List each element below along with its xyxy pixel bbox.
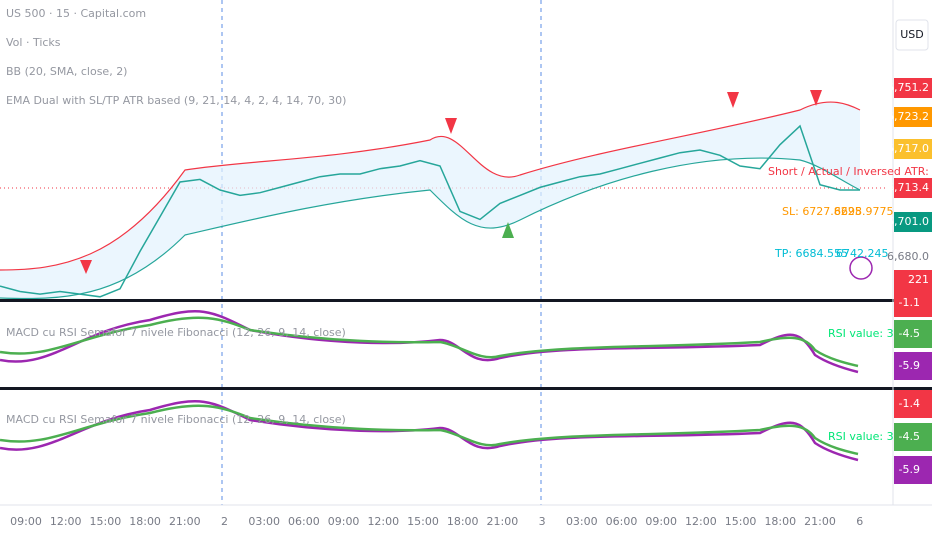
price-label-box [894, 178, 932, 198]
price-label: 6,723.2 [887, 110, 929, 123]
price-label-box [894, 78, 932, 98]
time-label: 12:00 [367, 515, 399, 528]
pane-label-box [894, 289, 932, 317]
indicator: EMA Dual with SL/TP ATR based (9, 21, 14… [6, 94, 346, 107]
pane-label: -4.5 [899, 430, 920, 443]
price-label: 6,680.0 [887, 250, 929, 263]
pane-label-box [894, 390, 932, 418]
price-label-box [894, 270, 932, 290]
sell-marker [810, 90, 822, 106]
rsi-label: RSI value: 35.3 [828, 430, 911, 443]
time-label: 18:00 [764, 515, 796, 528]
sell-marker [727, 92, 739, 108]
time-label: 03:00 [566, 515, 598, 528]
pane-title: MACD cu RSI Semafor 7 nivele Fibonacci (… [6, 413, 346, 426]
price-label-box [894, 212, 932, 232]
price-label: 6,713.4 [887, 181, 929, 194]
time-label: 3 [539, 515, 546, 528]
bb-lower [0, 157, 861, 300]
pane-label: -1.4 [899, 397, 920, 410]
time-label: 06:00 [288, 515, 320, 528]
pane-separator [0, 299, 932, 302]
time-label: 03:00 [248, 515, 280, 528]
pane-label: -5.9 [899, 463, 920, 476]
price-label: 6,751.2 [887, 81, 929, 94]
signal-line [0, 316, 859, 368]
pane-label-box [894, 320, 932, 348]
time-label: 18:00 [129, 515, 161, 528]
macd-line [0, 400, 859, 462]
pane-label-box [894, 352, 932, 380]
macd-line [0, 310, 859, 374]
signal-line [0, 404, 859, 456]
sell-marker [80, 260, 92, 274]
price-label: 221 [908, 273, 929, 286]
currency-button[interactable] [895, 19, 929, 51]
sell-marker [445, 118, 457, 134]
rsi-label: RSI value: 35.3 [828, 327, 911, 340]
symbol: US 500 · 15 · Capital.com [6, 7, 146, 20]
price-line [0, 124, 860, 298]
price-label: 6,701.0 [887, 215, 929, 228]
pane-label: -4.5 [899, 327, 920, 340]
pane-separator [0, 387, 932, 390]
time-label: 18:00 [447, 515, 479, 528]
time-label: 2 [221, 515, 228, 528]
tp-inv-label: 6742.245 [836, 247, 889, 260]
price-label-box [894, 247, 932, 267]
bb-band [0, 102, 860, 299]
atr-label: Short / Actual / Inversed ATR: 7 [768, 165, 932, 178]
bb-upper [0, 101, 861, 271]
time-label: 21:00 [804, 515, 836, 528]
sl-label: SL: 6727.8225 [782, 205, 862, 218]
tp-label: TP: 6684.555 [774, 247, 848, 260]
time-label: 6 [856, 515, 863, 528]
time-label: 15:00 [90, 515, 122, 528]
time-label: 21:00 [169, 515, 201, 528]
pane-label-box [894, 423, 932, 451]
price-label-box [894, 107, 932, 127]
time-label: 06:00 [606, 515, 638, 528]
price-label-box [894, 139, 932, 159]
pane-label: -5.9 [899, 359, 920, 372]
pane-label-box [894, 456, 932, 484]
pane-label: -1.1 [899, 296, 920, 309]
time-label: 12:00 [50, 515, 82, 528]
time-label: 15:00 [725, 515, 757, 528]
time-label: 09:00 [10, 515, 42, 528]
time-label: 21:00 [487, 515, 519, 528]
currency[interactable]: USD [900, 28, 924, 41]
buy-marker [502, 222, 514, 238]
time-label: 09:00 [328, 515, 360, 528]
indicator: Vol · Ticks [6, 36, 61, 49]
price-label: 6,717.0 [887, 142, 929, 155]
pane-title: MACD cu RSI Semafor 7 nivele Fibonacci (… [6, 326, 346, 339]
sl-inv-label: 6698.9775 [834, 205, 894, 218]
time-label: 12:00 [685, 515, 717, 528]
time-label: 15:00 [407, 515, 439, 528]
alert-icon[interactable] [849, 256, 873, 280]
indicator: BB (20, SMA, close, 2) [6, 65, 127, 78]
time-label: 09:00 [645, 515, 677, 528]
